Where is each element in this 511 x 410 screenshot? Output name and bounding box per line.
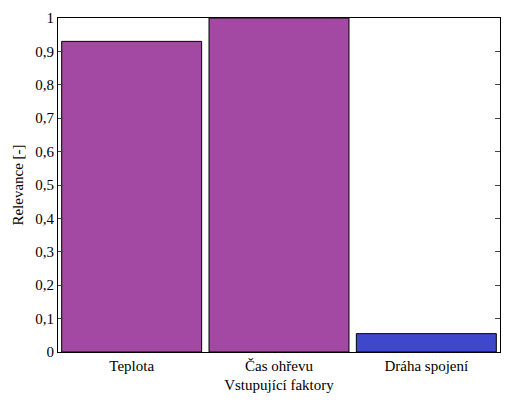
svg-text:0,1: 0,1 xyxy=(35,311,54,327)
svg-text:1: 1 xyxy=(47,10,55,26)
svg-text:0: 0 xyxy=(47,344,55,360)
svg-text:Čas ohřevu: Čas ohřevu xyxy=(245,358,313,374)
svg-text:0,8: 0,8 xyxy=(35,77,54,93)
svg-text:Relevance [-]: Relevance [-] xyxy=(10,144,26,225)
svg-text:0,5: 0,5 xyxy=(35,177,54,193)
svg-text:0,4: 0,4 xyxy=(35,211,54,227)
svg-text:0,9: 0,9 xyxy=(35,44,54,60)
svg-text:Teplota: Teplota xyxy=(109,358,154,374)
svg-text:0,2: 0,2 xyxy=(35,277,54,293)
svg-text:0,7: 0,7 xyxy=(35,110,54,126)
svg-text:0,6: 0,6 xyxy=(35,144,54,160)
svg-text:Dráha spojení: Dráha spojení xyxy=(384,358,468,374)
svg-text:0,3: 0,3 xyxy=(35,244,54,260)
svg-text:Vstupující faktory: Vstupující faktory xyxy=(224,377,334,393)
